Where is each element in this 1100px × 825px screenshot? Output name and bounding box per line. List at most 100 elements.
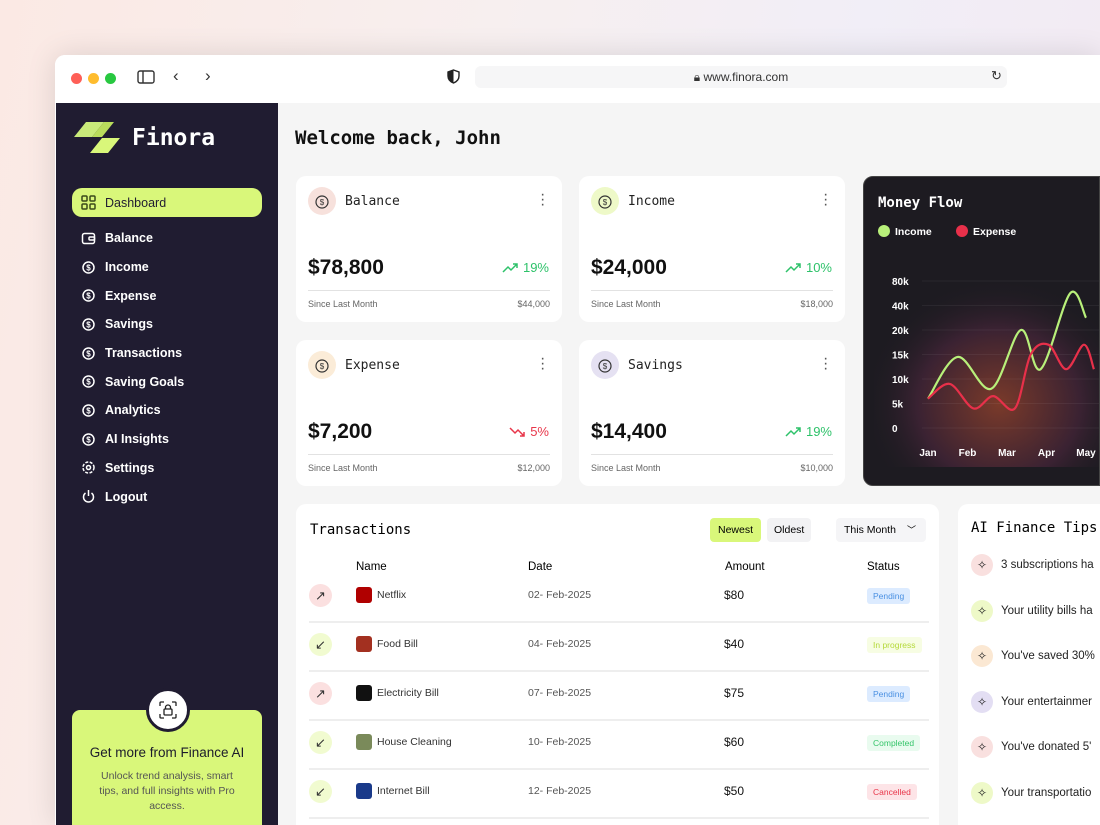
stat-title: Income xyxy=(628,194,675,209)
tip-item[interactable]: ✧ You've donated 5' xyxy=(971,724,1100,770)
sidebar-item-ai-insights[interactable]: $ AI Insights xyxy=(72,425,262,454)
period-value: This Month xyxy=(844,524,896,536)
divider xyxy=(308,454,550,455)
close-window-button[interactable] xyxy=(71,73,82,84)
table-row[interactable]: ↙ Internet Bill 12- Feb-2025 $50 Cancelled xyxy=(309,770,929,819)
promo-text: Unlock trend analysis, smart tips, and f… xyxy=(99,770,235,812)
legend-label-income[interactable]: Income xyxy=(895,226,932,238)
sidebar-item-transactions[interactable]: $ Transactions xyxy=(72,339,262,368)
stat-change: 19% xyxy=(502,260,549,275)
transaction-name: House Cleaning xyxy=(377,736,452,748)
table-row[interactable]: ↗ Netflix 02- Feb-2025 $80 Pending xyxy=(309,574,929,623)
lock-scan-icon xyxy=(146,688,190,732)
reload-icon[interactable]: ↻ xyxy=(991,68,1002,83)
sparkle-icon: ✧ xyxy=(971,645,993,667)
sidebar-item-dashboard[interactable]: Dashboard xyxy=(72,188,262,217)
sidebar-item-balance[interactable]: Balance xyxy=(72,224,262,253)
url-text: www.finora.com xyxy=(703,70,789,84)
sidebar-item-saving-goals[interactable]: $ Saving Goals xyxy=(72,367,262,396)
savings-icon: $ xyxy=(591,351,619,379)
svg-text:$: $ xyxy=(86,406,91,415)
sort-oldest-button[interactable]: Oldest xyxy=(767,518,812,542)
jar-icon: $ xyxy=(82,318,95,331)
stat-change: 19% xyxy=(785,424,832,439)
sidebar-item-analytics[interactable]: $ Analytics xyxy=(72,396,262,425)
status-badge: In progress xyxy=(867,637,922,653)
stat-previous-value: $12,000 xyxy=(517,463,550,473)
money-flow-chart-card: Money Flow Income Expense 0 5k 10k 15k 20k 40k 80… xyxy=(863,176,1100,486)
sidebar-item-label: AI Insights xyxy=(105,432,169,447)
legend-label-expense[interactable]: Expense xyxy=(973,226,1016,238)
svg-text:$: $ xyxy=(86,292,91,301)
sidebar-item-settings[interactable]: Settings xyxy=(72,454,262,483)
sidebar-item-savings[interactable]: $ Savings xyxy=(72,310,262,339)
shield-icon[interactable] xyxy=(447,69,460,84)
svg-text:$: $ xyxy=(86,435,91,444)
transaction-date: 12- Feb-2025 xyxy=(528,785,592,797)
y-tick-label: 20k xyxy=(892,326,909,337)
more-options-icon[interactable]: · · · xyxy=(823,186,829,213)
svg-text:$: $ xyxy=(603,198,608,207)
sidebar-item-income[interactable]: $ Income xyxy=(72,253,262,282)
merchant-logo xyxy=(356,685,372,701)
column-header-status[interactable]: Status xyxy=(867,561,900,573)
upgrade-promo-card[interactable]: Get more from Finance AI Unlock trend an… xyxy=(72,688,262,825)
column-header-date[interactable]: Date xyxy=(528,561,553,573)
transactions-icon: $ xyxy=(82,346,95,360)
main-content: Welcome back, John $ Balance · · · $78,800 19%… xyxy=(278,103,1100,825)
status-badge: Cancelled xyxy=(867,784,917,800)
arrow-up-right-icon: ↗ xyxy=(309,682,332,705)
trend-up-icon xyxy=(785,262,801,273)
more-options-icon[interactable]: · · · xyxy=(540,350,546,377)
table-row[interactable]: ↙ Food Bill 04- Feb-2025 $40 In progress xyxy=(309,623,929,672)
more-options-icon[interactable]: · · · xyxy=(540,186,546,213)
stat-change-value: 19% xyxy=(805,424,832,439)
status-badge: Completed xyxy=(867,735,921,751)
back-icon[interactable]: ‹ xyxy=(173,66,179,85)
stat-previous-value: $18,000 xyxy=(800,299,833,309)
forward-icon[interactable]: › xyxy=(205,66,211,85)
sidebar-item-label: Analytics xyxy=(105,403,161,418)
column-header-amount[interactable]: Amount xyxy=(725,561,765,573)
y-tick-label: 40k xyxy=(892,302,909,313)
wallet-icon xyxy=(81,232,96,245)
x-tick-label: Apr xyxy=(1038,448,1055,459)
tip-item[interactable]: ✧ 3 subscriptions ha xyxy=(971,542,1100,588)
transaction-date: 07- Feb-2025 xyxy=(528,687,592,699)
sidebar-toggle-icon[interactable] xyxy=(137,70,155,84)
transaction-date: 10- Feb-2025 xyxy=(528,736,592,748)
stat-card-expense: $ Expense · · · $7,200 5% Since Last Month $12,0… xyxy=(296,340,562,486)
sort-newest-button[interactable]: Newest xyxy=(710,518,762,542)
tip-item[interactable]: ✧ Your entertainmer xyxy=(971,679,1100,725)
transaction-amount: $60 xyxy=(724,735,745,749)
table-row[interactable]: ↗ Electricity Bill 07- Feb-2025 $75 Pending xyxy=(309,672,929,721)
sidebar-item-logout[interactable]: Logout xyxy=(72,482,262,511)
more-options-icon[interactable]: · · · xyxy=(823,350,829,377)
period-dropdown[interactable]: This Month ﹀ xyxy=(836,518,926,542)
sidebar-item-expense[interactable]: $ Expense xyxy=(72,281,262,310)
sidebar-nav: Dashboard Balance $ Income $ Expense $ Savings $… xyxy=(72,188,262,511)
table-row[interactable]: ↙ House Cleaning 10- Feb-2025 $60 Completed xyxy=(309,721,929,770)
gear-icon xyxy=(82,461,95,475)
tip-item[interactable]: ✧ Your utility bills ha xyxy=(971,588,1100,634)
stat-title: Expense xyxy=(345,358,400,373)
address-bar[interactable]: 🔒︎ www.finora.com xyxy=(475,66,1007,88)
sparkle-icon: ✧ xyxy=(971,736,993,758)
expense-icon: $ xyxy=(308,351,336,379)
maximize-window-button[interactable] xyxy=(105,73,116,84)
stat-previous-value: $44,000 xyxy=(517,299,550,309)
brand-name: Finora xyxy=(132,125,216,151)
column-header-name[interactable]: Name xyxy=(356,561,387,573)
sidebar-item-label: Logout xyxy=(105,489,148,504)
transaction-amount: $50 xyxy=(724,784,745,798)
tip-item[interactable]: ✧ Your transportatio xyxy=(971,770,1100,816)
stat-title: Balance xyxy=(345,194,400,209)
y-tick-label: 10k xyxy=(892,375,909,386)
tip-item[interactable]: ✧ You've saved 30% xyxy=(971,633,1100,679)
transactions-title: Transactions xyxy=(310,522,412,538)
stat-value: $24,000 xyxy=(591,256,667,279)
tip-text: Your transportatio xyxy=(1001,786,1092,799)
brand-logo[interactable]: Finora xyxy=(74,121,215,155)
minimize-window-button[interactable] xyxy=(88,73,99,84)
sidebar: Finora Dashboard Balance $ Income $ Expense $ S… xyxy=(56,103,278,825)
